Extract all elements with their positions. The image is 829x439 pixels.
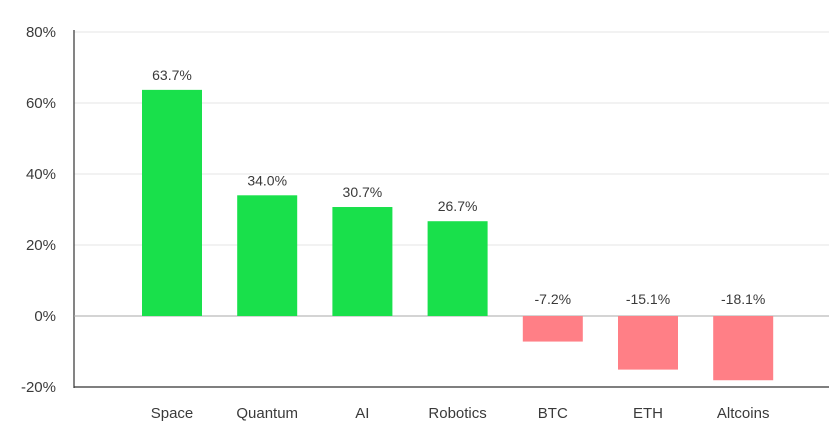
x-tick-label: Altcoins [717,405,770,422]
x-tick-label: Quantum [236,405,298,422]
x-tick-label: BTC [538,405,568,422]
y-tick-label: 60% [26,95,56,112]
bars [142,89,774,381]
bar-altcoins [713,316,774,381]
y-tick-label: 0% [34,308,56,325]
labels: -20% 0% 20% 40% 60% 80% 63.7% Space 34.0% Quantum… [21,24,769,422]
data-label: 34.0% [247,172,287,188]
bar-quantum [237,195,298,316]
data-label: 30.7% [343,184,383,200]
y-tick-label: 80% [26,24,56,41]
bar-btc [522,316,583,342]
y-tick-label: 40% [26,166,56,183]
data-label: -15.1% [626,291,670,307]
x-tick-label: Space [151,405,194,422]
bar-space [142,89,202,317]
data-label: 63.7% [152,67,192,83]
data-label: 26.7% [438,198,478,214]
data-label: -7.2% [535,291,572,307]
x-tick-label: Robotics [428,405,486,422]
x-tick-label: AI [355,405,369,422]
bar-ai [332,207,393,316]
bar-eth [618,316,678,370]
data-label: -18.1% [721,291,765,307]
y-tick-label: -20% [21,379,56,396]
y-tick-label: 20% [26,237,56,254]
bar-robotics [427,221,488,316]
x-tick-label: ETH [633,405,663,422]
